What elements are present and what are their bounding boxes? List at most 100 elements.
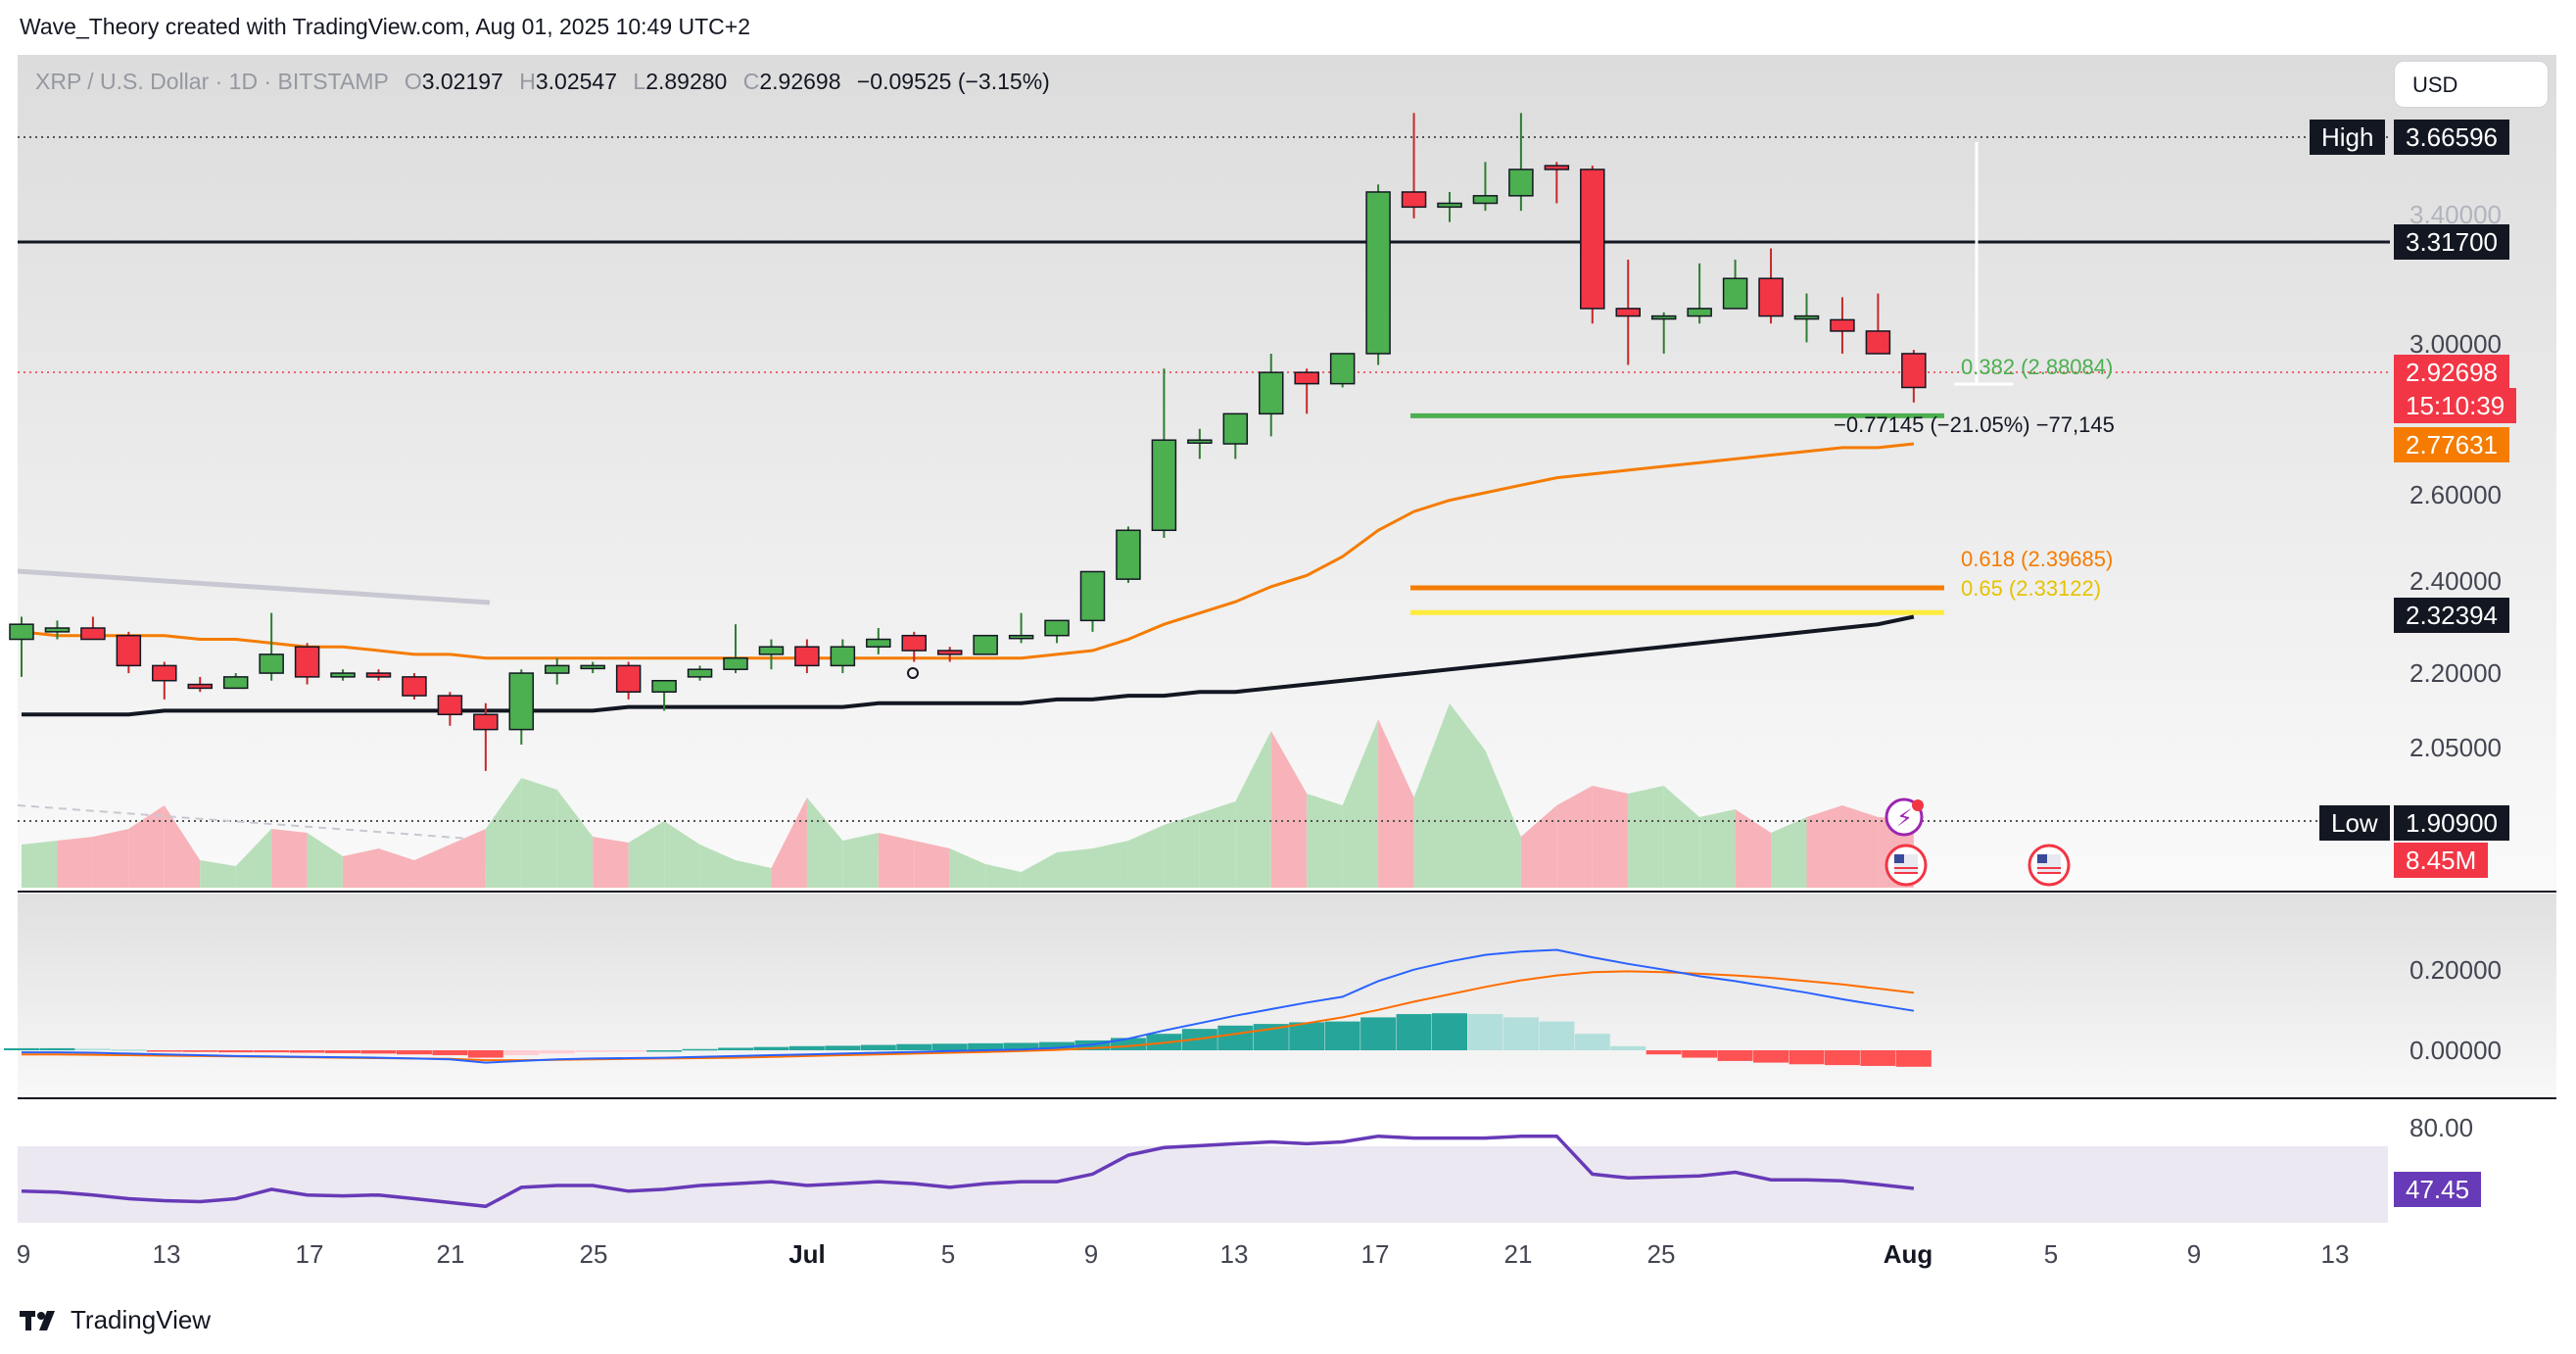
macd-histogram-bar: [396, 1050, 432, 1055]
candle[interactable]: [1437, 191, 1462, 222]
candle[interactable]: [1079, 570, 1106, 632]
candle[interactable]: [830, 639, 856, 674]
candle[interactable]: [152, 661, 177, 700]
events-icons[interactable]: ⚡: [1884, 798, 2071, 887]
resistance-tag: 3.31700: [2394, 224, 2509, 260]
candle[interactable]: [758, 639, 785, 670]
volume-area-segment: [235, 829, 272, 888]
candle[interactable]: [973, 634, 998, 655]
ema-long-line[interactable]: [22, 614, 1915, 717]
time-axis-label: 21: [1503, 1239, 1533, 1269]
candle[interactable]: [687, 665, 713, 681]
time-axis-label: 17: [1360, 1239, 1390, 1269]
marker-dot: [907, 667, 919, 679]
currency-button[interactable]: USD: [2394, 61, 2549, 108]
candle[interactable]: [1580, 166, 1605, 324]
candle[interactable]: [44, 620, 71, 640]
candle[interactable]: [1687, 263, 1712, 324]
candle[interactable]: [1508, 113, 1534, 212]
low-tag-label: Low: [2319, 805, 2390, 841]
candle[interactable]: [615, 661, 642, 700]
candle[interactable]: [936, 647, 963, 662]
macd-histogram-bar: [182, 1050, 218, 1052]
macd-histogram-bar: [1574, 1034, 1610, 1050]
candle[interactable]: [222, 673, 249, 690]
candle[interactable]: [365, 669, 392, 681]
candle-body: [1580, 169, 1605, 310]
candle[interactable]: [794, 639, 820, 674]
candle[interactable]: [1722, 260, 1748, 310]
candle[interactable]: [1758, 248, 1784, 324]
candle-body: [1865, 330, 1891, 355]
candle-body: [116, 634, 142, 667]
candle[interactable]: [187, 676, 213, 693]
macd-histogram-bar: [1860, 1050, 1896, 1066]
ema-short-line[interactable]: [21, 442, 1915, 660]
candle-body: [1079, 570, 1106, 622]
macd-line[interactable]: [22, 948, 1915, 1064]
low-label: L: [633, 69, 646, 94]
volume-area-segment: [92, 829, 129, 888]
candle[interactable]: [1793, 293, 1820, 343]
candle[interactable]: [1151, 368, 1177, 538]
countdown-tag: 15:10:39: [2394, 388, 2517, 423]
candle[interactable]: [1650, 312, 1677, 354]
candle[interactable]: [1044, 619, 1070, 644]
candle[interactable]: [723, 624, 748, 674]
candle-body: [1187, 439, 1213, 444]
candle[interactable]: [259, 612, 284, 681]
symbol-title[interactable]: XRP / U.S. Dollar · 1D · BITSTAMP: [35, 69, 389, 94]
candle[interactable]: [545, 657, 570, 685]
rsi-line[interactable]: [21, 1134, 1915, 1209]
candle[interactable]: [1544, 162, 1570, 204]
candle[interactable]: [1472, 162, 1499, 212]
candle[interactable]: [1008, 612, 1034, 644]
candle[interactable]: [1294, 368, 1319, 414]
macd-histogram-bar: [718, 1047, 753, 1050]
candle[interactable]: [866, 628, 891, 654]
volume-area-segment: [736, 860, 772, 888]
chart-caption: Wave_Theory created with TradingView.com…: [20, 14, 751, 39]
candle[interactable]: [437, 692, 463, 726]
macd-histogram-bar: [1539, 1021, 1575, 1050]
macd-histogram-bar: [1360, 1017, 1397, 1050]
candle[interactable]: [651, 679, 677, 711]
candle[interactable]: [1259, 353, 1284, 437]
candle[interactable]: [901, 631, 927, 662]
candle[interactable]: [402, 673, 427, 700]
candle-body: [402, 676, 427, 697]
candle[interactable]: [473, 702, 499, 771]
candle[interactable]: [1865, 293, 1891, 355]
candle-body: [973, 634, 998, 655]
candle[interactable]: [1401, 113, 1427, 218]
candle[interactable]: [1222, 412, 1249, 459]
volume-area-segment: [1413, 703, 1450, 888]
candle[interactable]: [1116, 526, 1141, 583]
macd-histogram-bar: [74, 1048, 111, 1050]
candle[interactable]: [1615, 260, 1641, 365]
candle[interactable]: [1365, 184, 1391, 365]
macd-histogram-bar: [931, 1043, 968, 1050]
volume-area-segment: [22, 841, 58, 888]
candle[interactable]: [80, 616, 106, 641]
candle[interactable]: [9, 616, 34, 677]
volume-area-segment: [1342, 719, 1379, 888]
macd-histogram-bar: [1682, 1050, 1718, 1058]
tradingview-logo[interactable]: TradingView: [20, 1305, 211, 1335]
ema-short-tag: 2.77631: [2394, 427, 2509, 462]
candle[interactable]: [1830, 297, 1855, 354]
candle[interactable]: [1329, 353, 1356, 388]
candle[interactable]: [1901, 350, 1927, 403]
candle[interactable]: [294, 643, 320, 685]
candle[interactable]: [1187, 428, 1213, 459]
candle[interactable]: [330, 669, 356, 681]
volume-area-segment: [1520, 805, 1557, 888]
volume-area-segment: [485, 778, 522, 888]
price-pane[interactable]: [18, 55, 2556, 890]
macd-pane[interactable]: [18, 894, 2556, 1095]
macd-histogram-bar: [1610, 1045, 1646, 1050]
candle[interactable]: [116, 631, 142, 674]
ema-long-tag: 2.32394: [2394, 598, 2509, 633]
candle[interactable]: [580, 661, 605, 674]
candle[interactable]: [508, 669, 535, 745]
